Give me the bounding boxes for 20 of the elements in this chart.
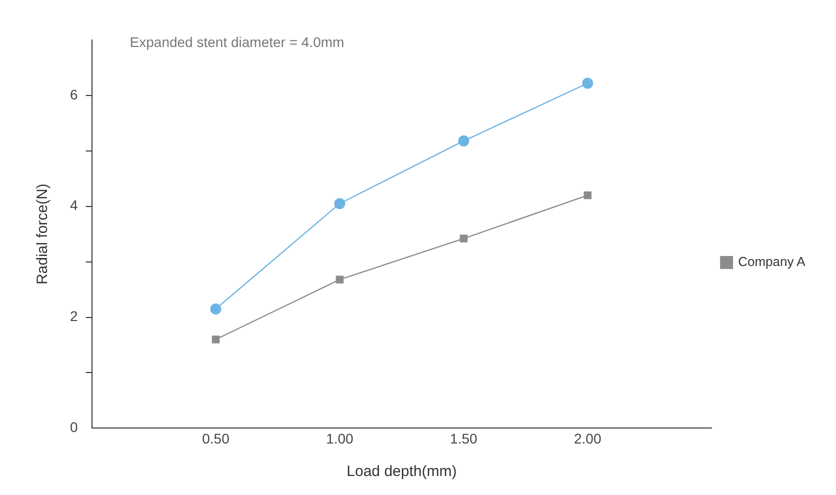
point bbox=[336, 276, 344, 284]
x-tick-label: 1.00 bbox=[326, 430, 354, 446]
point bbox=[334, 198, 346, 210]
x-tick-label: 0.50 bbox=[202, 430, 230, 446]
point bbox=[210, 303, 222, 314]
y-tick-label: 2 bbox=[70, 308, 78, 324]
point bbox=[212, 336, 220, 344]
x-axis-title: Load depth(mm) bbox=[346, 463, 457, 480]
point bbox=[460, 234, 468, 242]
point bbox=[582, 78, 594, 89]
y-axis-title: Radial force(N) bbox=[34, 184, 52, 285]
y-tick-label: 0 bbox=[70, 419, 78, 436]
point bbox=[458, 135, 470, 146]
point bbox=[584, 191, 592, 200]
annotation: Expanded stent diameter = 4.0mm bbox=[130, 34, 344, 50]
legend-label: Company A bbox=[738, 254, 806, 270]
x-tick-label: 2.00 bbox=[574, 430, 602, 446]
x-tick-label: 1.50 bbox=[450, 430, 478, 446]
y-tick-label: 4 bbox=[70, 197, 78, 214]
y-tick-label: 6 bbox=[70, 86, 78, 102]
